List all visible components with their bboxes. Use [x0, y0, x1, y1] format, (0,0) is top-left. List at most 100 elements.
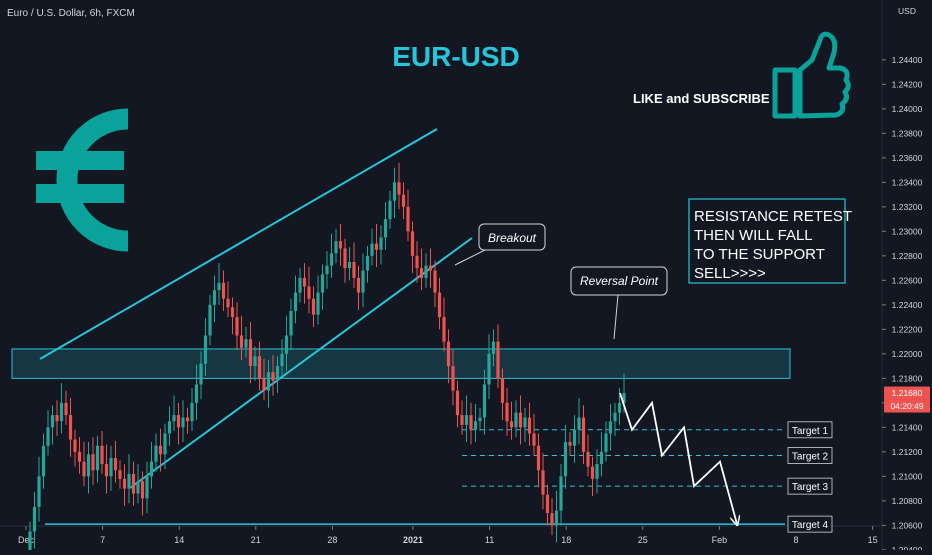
- price-tick-label: 1.22000: [892, 349, 923, 359]
- candle-body: [176, 415, 181, 428]
- candle-body: [262, 378, 266, 391]
- last-price-value: 1.21680: [892, 388, 923, 398]
- price-tick-label: 1.21000: [892, 471, 923, 481]
- channel-lower-line[interactable]: [129, 237, 473, 489]
- time-tick-label: 15: [868, 535, 878, 545]
- price-tick-label: 1.20800: [892, 496, 923, 506]
- candle-body: [230, 307, 235, 318]
- resistance-zone[interactable]: [11, 348, 791, 379]
- candle-body: [374, 243, 379, 250]
- chart-title: EUR-USD: [392, 41, 520, 72]
- candle-body: [500, 378, 505, 403]
- candle-body: [64, 402, 68, 416]
- candle-body: [392, 182, 397, 201]
- candle-body: [604, 433, 608, 452]
- last-price-badge: [884, 386, 930, 400]
- candle-body: [446, 341, 451, 367]
- price-tick-label: 1.23600: [892, 153, 923, 163]
- candle-body: [217, 282, 221, 291]
- candle-body: [365, 255, 370, 271]
- candle-body: [235, 317, 239, 336]
- candle-body: [203, 335, 208, 364]
- candle-body: [158, 445, 163, 455]
- candle-body: [379, 237, 383, 250]
- candle-body: [428, 265, 433, 271]
- candle-body: [536, 445, 541, 471]
- candle-body: [545, 494, 550, 514]
- candle-body: [329, 253, 334, 266]
- candle-body: [343, 248, 347, 269]
- candle-body: [113, 457, 118, 471]
- candle-body: [284, 335, 289, 354]
- candle-body: [509, 421, 514, 428]
- time-tick-label: 14: [174, 535, 184, 545]
- candle-body: [491, 341, 496, 354]
- candle-body: [104, 464, 109, 477]
- price-tick-label: 1.24000: [892, 104, 923, 114]
- time-tick-label: 11: [485, 535, 494, 545]
- candle-body: [167, 421, 172, 434]
- channel-upper-line[interactable]: [39, 128, 438, 360]
- candle-body: [554, 510, 559, 526]
- candle-body: [41, 445, 46, 477]
- price-tick-label: 1.22200: [892, 324, 923, 334]
- candle-body: [437, 292, 442, 318]
- candle-body: [469, 415, 473, 430]
- candle-body: [487, 353, 491, 385]
- candle-body: [320, 274, 325, 293]
- candle-body: [37, 476, 41, 507]
- time-tick-label: Dec: [18, 535, 35, 545]
- candle-body: [289, 310, 293, 336]
- candle-body: [73, 439, 77, 452]
- like-subscribe-text: LIKE and SUBSCRIBE: [633, 91, 770, 106]
- time-tick-label: 18: [561, 535, 571, 545]
- candle-body: [226, 298, 230, 308]
- candle-body: [28, 531, 32, 555]
- candle-body: [563, 442, 568, 477]
- candle-body: [442, 317, 446, 342]
- countdown-badge: [884, 399, 930, 413]
- symbol-line[interactable]: Euro / U.S. Dollar, 6h, FXCM: [7, 8, 135, 19]
- candle-body: [208, 304, 212, 336]
- candle-body: [271, 372, 275, 381]
- candle-body: [55, 415, 59, 422]
- breakout-callout[interactable]: Breakout: [454, 223, 546, 266]
- candle-body: [590, 466, 595, 479]
- candle-body: [496, 341, 500, 379]
- reversal-callout[interactable]: Reversal Point: [570, 266, 668, 340]
- candle-body: [352, 261, 356, 278]
- thumbs-up-icon: [772, 31, 851, 119]
- time-tick-label: 25: [638, 535, 648, 545]
- price-tick-label: 1.24200: [892, 79, 923, 89]
- note-box[interactable]: [688, 198, 846, 284]
- time-axis[interactable]: Dec 7 14 21 28 2021 11 18 25 Feb 8 15: [18, 526, 878, 545]
- candle-body: [559, 476, 563, 511]
- candle-body: [59, 402, 64, 422]
- target-label-box: [787, 421, 833, 439]
- note-line-2: THEN WILL FALL: [694, 227, 813, 244]
- candle-body: [145, 476, 149, 499]
- time-tick-label: Feb: [712, 535, 728, 545]
- candle-body: [86, 454, 91, 477]
- candle-body: [586, 451, 590, 467]
- euro-icon: [36, 108, 129, 252]
- target-label-box: [787, 477, 833, 495]
- candle-body: [550, 513, 554, 526]
- price-tick-label: 1.23200: [892, 202, 923, 212]
- candle-body: [194, 384, 199, 403]
- price-tick-label: 1.21200: [892, 447, 923, 457]
- candle-body: [577, 417, 581, 430]
- candle-body: [451, 366, 455, 391]
- candle-body: [131, 473, 136, 494]
- candle-body: [338, 241, 343, 249]
- candles-group: [28, 162, 626, 555]
- candle-body: [91, 454, 95, 471]
- note-line-1: RESISTANCE RETEST: [694, 208, 852, 225]
- candle-body: [266, 372, 271, 391]
- candle-body: [46, 427, 50, 446]
- candle-body: [406, 206, 410, 232]
- candle-body: [50, 415, 55, 428]
